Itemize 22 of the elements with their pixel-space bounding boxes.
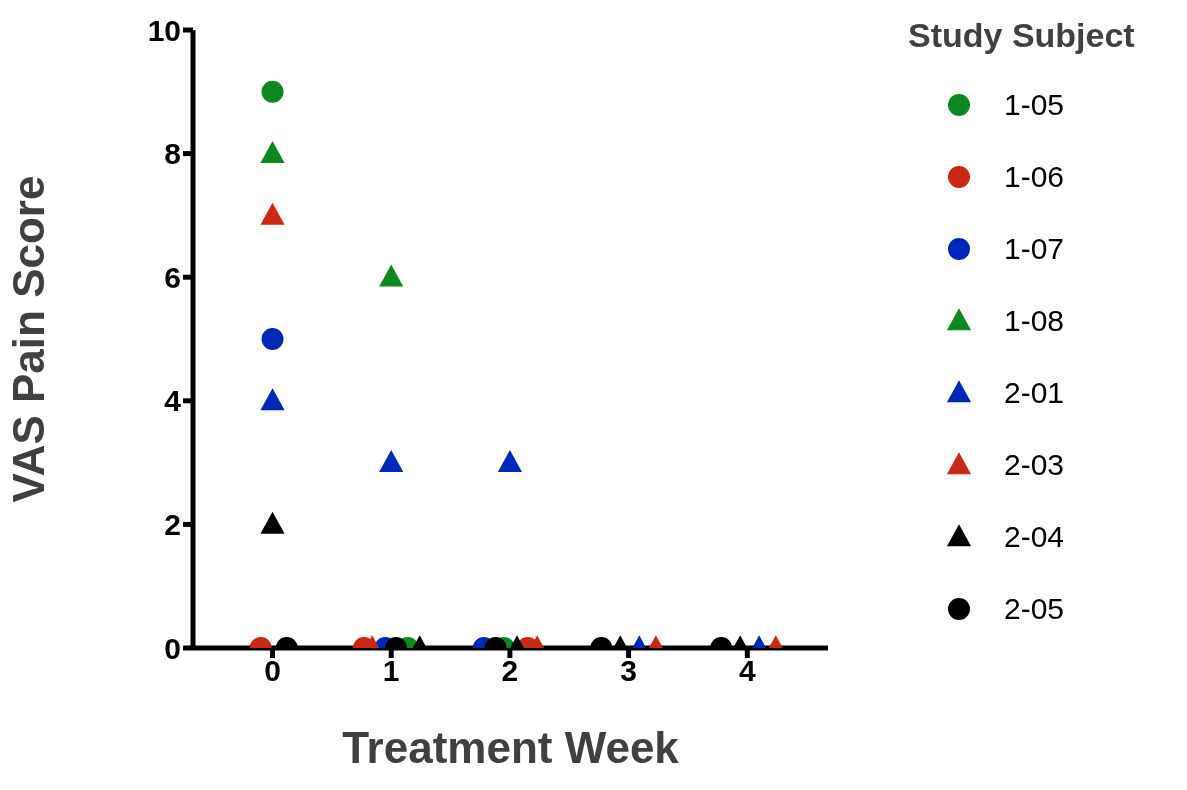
legend-label: 1-08 [1004,304,1065,338]
x-tick-label: 1 [382,654,400,688]
y-tick-label: 0 [164,631,181,665]
x-axis-title: Treatment Week [342,723,680,772]
x-tick-label: 3 [620,654,637,688]
y-tick-label: 10 [147,13,181,47]
x-tick-label: 4 [738,654,756,688]
y-axis-title: VAS Pain Score [3,175,53,503]
y-tick-label: 4 [164,384,182,418]
y-tick-label: 6 [164,260,181,294]
legend-label: 2-03 [1004,448,1065,482]
x-tick-label: 2 [501,654,519,688]
legend-label: 1-05 [1004,88,1065,122]
x-tick-label: 0 [264,654,281,688]
legend-label: 2-01 [1004,376,1065,410]
y-tick-label: 8 [164,137,181,171]
legend-label: 1-06 [1004,160,1065,194]
legend-label: 1-07 [1004,232,1065,266]
legend-title: Study Subject [908,16,1135,55]
legend-label: 2-05 [1004,592,1065,626]
y-tick-label: 2 [164,508,181,542]
legend-label: 2-04 [1004,520,1065,554]
